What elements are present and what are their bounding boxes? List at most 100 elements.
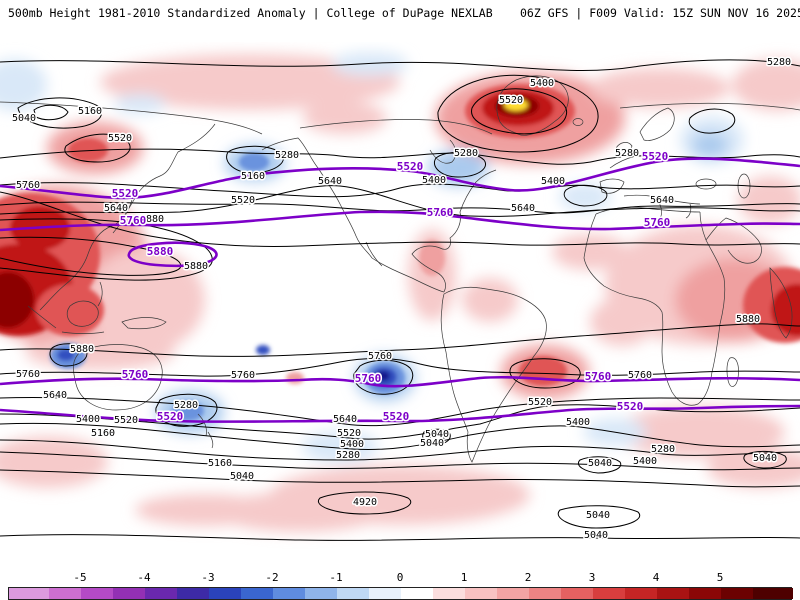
colorbar-segment: [145, 588, 177, 599]
colorbar-tick-label: 3: [588, 571, 596, 584]
colorbar-segment: [369, 588, 401, 599]
colorbar-tick-label: 5: [716, 571, 724, 584]
contour-label: 5520: [231, 195, 255, 206]
coastline: [61, 331, 105, 334]
colorbar-segment: [337, 588, 369, 599]
contour-label: 5280: [275, 150, 299, 161]
height-contour-line: [64, 133, 131, 163]
contour-label: 5280: [651, 444, 675, 455]
contour-label: 5280: [615, 148, 639, 159]
coastline: [27, 305, 57, 329]
colorbar-segment: [561, 588, 593, 599]
contour-label: 5400: [340, 439, 364, 450]
height-contour-line: [557, 505, 641, 529]
height-contour-line: [471, 88, 568, 135]
contour-label: 5520: [108, 133, 132, 144]
height-contour-line: [0, 451, 800, 471]
anomaly-blob: [135, 494, 275, 526]
anomaly-blob: [25, 334, 175, 370]
contour-label: 5280: [336, 450, 360, 461]
contour-label: 5640: [650, 195, 674, 206]
contour-label: 5280: [454, 148, 478, 159]
height-contour-line: [0, 439, 800, 461]
height-contour-line: [0, 59, 800, 71]
anomaly-blob: [114, 94, 166, 114]
contour-label: 5640: [333, 414, 357, 425]
height-contour-line: [743, 450, 787, 469]
height-contour-line: [0, 191, 800, 247]
coastline: [39, 123, 216, 311]
colorbar-tick-label: -1: [329, 571, 343, 584]
height-contour-line: [0, 201, 800, 214]
coastline: [639, 107, 675, 141]
height-contour-line: [422, 428, 451, 446]
normal-contour-line: [0, 375, 800, 388]
anomaly-blob: [692, 133, 728, 157]
normal-contour-line: [0, 210, 800, 232]
height-contour-line: [0, 396, 800, 427]
contour-label: 5400: [566, 417, 590, 428]
height-contour-line: [0, 422, 800, 450]
normal-contours: [0, 157, 800, 424]
colorbar-tick-label: -4: [137, 571, 151, 584]
contour-label: 5040: [12, 113, 36, 124]
page-title: 500mb Height 1981-2010 Standardized Anom…: [8, 6, 493, 20]
height-contour-line: [0, 236, 182, 276]
anomaly-colorbar: [8, 587, 793, 600]
contour-label: 5400: [530, 78, 554, 89]
contour-label: 5760: [231, 370, 255, 381]
colorbar-segment: [689, 588, 721, 599]
normal-contour-label: 5760: [427, 206, 454, 219]
height-contour-line: [33, 104, 69, 121]
coastline: [97, 281, 103, 307]
colorbar-segment: [81, 588, 113, 599]
normal-contour-label: 5520: [617, 400, 644, 413]
coastline: [599, 178, 625, 194]
coastline: [429, 139, 456, 164]
contour-label: 5760: [368, 351, 392, 362]
colorbar-segment: [721, 588, 753, 599]
contour-label: 4920: [353, 497, 377, 508]
height-contour-line: [429, 433, 445, 443]
colorbar-segment: [401, 588, 433, 599]
height-contours: [0, 59, 800, 541]
colorbar-segment: [209, 588, 241, 599]
contour-label: 5520: [114, 415, 138, 426]
height-contour-line: [0, 185, 800, 217]
contour-label: 5880: [140, 214, 164, 225]
normal-contour-label: 5520: [642, 150, 669, 163]
anomaly-core-blob: [239, 153, 269, 171]
colorbar-tick-label: 1: [460, 571, 468, 584]
anomaly-blob: [332, 52, 408, 76]
contour-label: 5760: [628, 370, 652, 381]
contour-label: 5040: [425, 429, 449, 440]
coastline: [66, 300, 99, 327]
contour-label: 5160: [208, 458, 232, 469]
coastline: [619, 102, 800, 111]
coastline: [73, 344, 163, 411]
anomaly-blob: [0, 59, 47, 111]
height-contour-line: [0, 218, 213, 281]
anomaly-blob: [0, 436, 108, 488]
normal-contour-label: 5520: [397, 160, 424, 173]
contour-label: 5400: [76, 414, 100, 425]
coastline: [726, 357, 739, 387]
anomaly-shading: [0, 52, 800, 532]
anomaly-core-blob: [504, 99, 528, 111]
colorbar-segment: [49, 588, 81, 599]
contour-label: 5160: [91, 428, 115, 439]
contour-label: 5040: [230, 471, 254, 482]
contour-label: 5160: [241, 171, 265, 182]
contour-label: 5040: [586, 510, 610, 521]
contour-label: 5040: [584, 530, 608, 541]
coastline: [769, 267, 793, 339]
coastline: [0, 101, 263, 135]
normal-contour-line: [0, 157, 800, 200]
coastline: [197, 413, 214, 449]
contour-label: 5040: [588, 458, 612, 469]
anomaly-blob: [552, 234, 628, 270]
colorbar-segment: [593, 588, 625, 599]
contour-label: 5760: [16, 180, 40, 191]
